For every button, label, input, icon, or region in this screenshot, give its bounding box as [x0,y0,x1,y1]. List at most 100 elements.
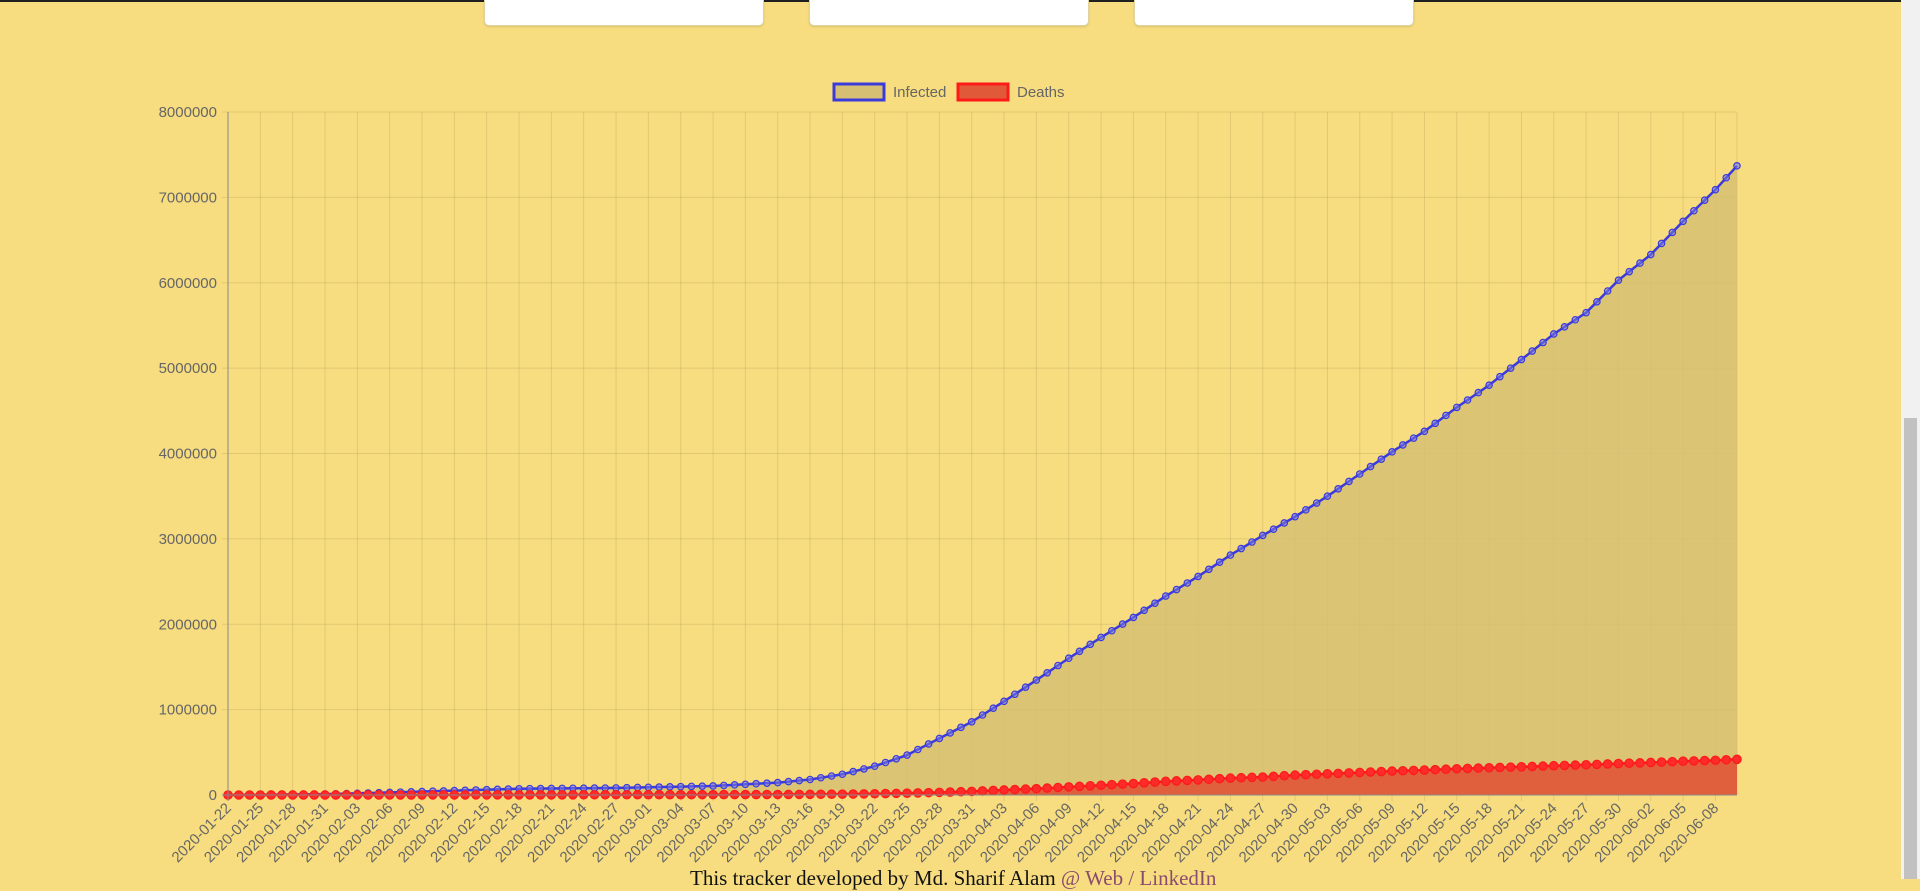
point-infected [1097,633,1105,642]
point-deaths [999,785,1009,795]
point-infected [1668,228,1677,237]
point-deaths [1268,771,1279,782]
stat-card-1 [484,0,764,26]
point-deaths [1387,766,1397,776]
point-infected [1021,683,1030,691]
footer-credit-text: This tracker developed by Md. Sharif Ala… [690,866,1061,890]
point-deaths [1624,758,1635,769]
point-deaths [1096,780,1106,791]
scrollbar-thumb[interactable] [1904,418,1917,879]
point-infected [881,758,890,767]
point-infected [903,751,911,759]
y-tick-label: 1000000 [159,702,217,719]
point-deaths [1010,784,1020,795]
legend-label-deaths: Deaths [1017,84,1065,101]
point-infected [1237,544,1245,553]
point-infected [676,782,685,791]
point-deaths [891,788,902,799]
y-tick-label: 6000000 [159,275,217,292]
point-deaths [1150,777,1160,787]
point-infected [967,718,976,726]
footer-credit-link[interactable]: @ Web / LinkedIn [1060,866,1217,890]
point-deaths [1322,769,1333,779]
point-deaths [1085,781,1096,791]
point-infected [1571,315,1580,324]
point-deaths [934,787,945,798]
point-infected [1377,455,1386,463]
point-deaths [1074,781,1085,792]
point-infected [849,767,857,776]
point-deaths [1419,765,1430,775]
point-infected [1452,403,1461,412]
point-infected [1151,599,1159,607]
point-infected [1043,668,1051,677]
point-deaths [1311,769,1322,780]
point-deaths [1430,764,1440,775]
point-deaths [945,787,955,797]
point-infected [1528,347,1537,355]
point-deaths [1290,770,1300,780]
point-infected [666,783,674,791]
point-deaths [1473,763,1484,773]
point-infected [914,745,922,754]
point-deaths [1117,779,1128,789]
point-infected [1269,525,1278,534]
point-infected [1657,239,1666,248]
legend-swatch-infected [832,82,886,102]
point-infected [1118,620,1127,628]
point-infected [1140,606,1148,615]
point-deaths [816,789,826,800]
point-infected [1431,419,1440,428]
point-deaths [805,789,815,800]
point-deaths [1678,756,1688,766]
point-infected [806,775,814,784]
point-infected [1582,308,1590,317]
point-infected [1000,697,1008,706]
point-deaths [1344,768,1354,778]
point-infected [1248,538,1256,546]
point-infected [720,781,728,790]
point-deaths [1160,776,1171,787]
point-deaths [1204,774,1214,785]
point-deaths [1495,762,1505,773]
point-infected [1711,185,1720,194]
point-infected [1474,388,1483,397]
point-infected [1258,531,1267,540]
point-infected [1108,626,1116,635]
point-deaths [1333,768,1343,779]
point-deaths [837,789,848,799]
point-deaths [1107,779,1117,790]
point-deaths [1063,782,1074,792]
point-deaths [1667,756,1678,767]
point-infected [1614,276,1623,284]
point-infected [1054,661,1062,670]
chart-points [223,161,1742,800]
point-infected [1355,470,1364,478]
point-infected [1172,585,1181,594]
point-deaths [1656,757,1667,767]
point-infected [1733,161,1741,170]
point-deaths [1398,765,1408,776]
point-infected [1603,287,1612,295]
point-infected [655,783,663,791]
point-infected [838,770,847,779]
point-infected [1194,572,1202,581]
point-infected [1442,411,1450,420]
point-deaths [1301,769,1311,780]
point-infected [827,772,836,780]
point-deaths [848,789,858,799]
stat-card-2 [809,0,1089,26]
point-deaths [1376,766,1387,777]
point-deaths [826,789,837,800]
point-infected [795,776,804,785]
y-tick-label: 8000000 [159,104,217,121]
point-infected [1517,355,1526,364]
point-infected [730,781,739,789]
point-deaths [1548,760,1559,771]
point-infected [1129,613,1138,622]
point-infected [1011,690,1019,699]
point-deaths [869,788,880,799]
point-infected [870,762,879,771]
point-deaths [1182,775,1193,786]
point-deaths [1441,764,1451,775]
